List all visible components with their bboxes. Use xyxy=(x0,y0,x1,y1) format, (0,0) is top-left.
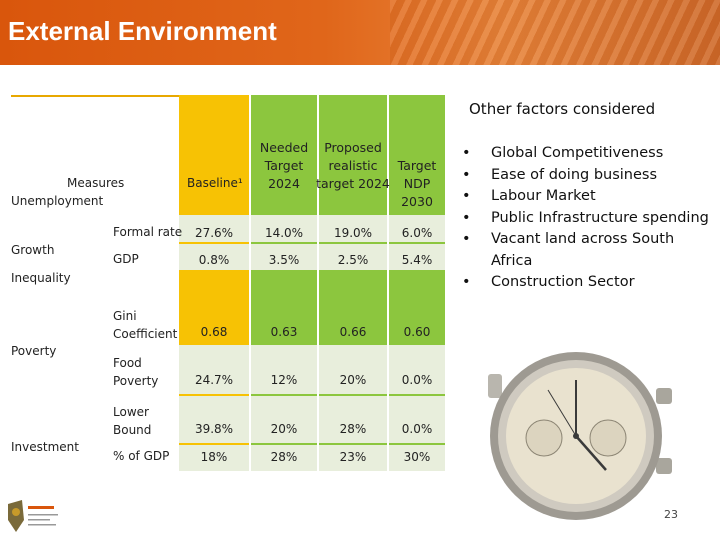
cell-gdp-needed: 3.5% xyxy=(268,253,300,267)
bullet-item: Construction Sector xyxy=(462,272,712,294)
header-proposed: Proposed realistic target 2024 xyxy=(315,139,391,193)
header-needed-line2: Target xyxy=(264,158,304,173)
cell-gdp-proposed: 2.5% xyxy=(337,253,369,267)
cell-gini-needed: 0.63 xyxy=(270,325,298,339)
col-sep-1 xyxy=(249,95,251,471)
header-banner: External Environment xyxy=(0,0,720,65)
cell-gini-target: 0.60 xyxy=(403,325,431,339)
cell-lower-baseline: 39.8% xyxy=(194,422,234,436)
header-needed-line3: 2024 xyxy=(268,176,300,191)
cell-gini-proposed: 0.66 xyxy=(339,325,367,339)
row-label-formal-rate: Formal rate xyxy=(113,225,183,239)
cell-food-baseline: 24.7% xyxy=(194,373,234,387)
coat-of-arms-emblem xyxy=(12,508,20,516)
watch-lug xyxy=(488,374,502,398)
cell-formal-baseline: 27.6% xyxy=(194,226,234,240)
cell-lower-needed: 20% xyxy=(270,422,298,436)
row-label-gini: Gini Coefficient xyxy=(113,307,177,343)
row-bg-gdp xyxy=(179,244,445,270)
col-sep-2 xyxy=(317,95,319,471)
header-proposed-line2: realistic xyxy=(328,158,378,173)
col-sep-3 xyxy=(387,95,389,471)
targets-table: Measures Baseline¹ Needed Target 2024 Pr… xyxy=(11,95,447,472)
cell-lower-target: 0.0% xyxy=(401,422,433,436)
page-title: External Environment xyxy=(8,16,277,46)
cell-formal-target: 6.0% xyxy=(401,226,433,240)
watch-center-pin xyxy=(573,433,579,439)
row-bg-formal xyxy=(179,215,445,242)
watch-pusher-top xyxy=(656,388,672,404)
header-needed: Needed Target 2024 xyxy=(251,139,317,193)
logo-wordmark-bar xyxy=(28,506,54,509)
cell-food-needed: 12% xyxy=(270,373,298,387)
bullet-item: Ease of doing business xyxy=(462,165,712,187)
measures-column-bg xyxy=(11,95,179,472)
row-label-lower-line2: Bound xyxy=(113,423,152,437)
row-label-lower-bound: Lower Bound xyxy=(113,403,151,439)
chronograph-watch-image xyxy=(488,352,672,520)
row-label-food-line2: Poverty xyxy=(113,374,159,388)
cell-formal-needed: 14.0% xyxy=(264,226,304,240)
cell-food-proposed: 20% xyxy=(339,373,367,387)
category-unemployment: Unemployment xyxy=(11,194,104,208)
row-label-gini-line1: Gini xyxy=(113,309,137,323)
cell-gini-baseline: 0.68 xyxy=(200,325,228,339)
cell-gdp-target: 5.4% xyxy=(401,253,433,267)
cell-invest-baseline: 18% xyxy=(200,450,228,464)
cell-invest-needed: 28% xyxy=(270,450,298,464)
cell-food-target: 0.0% xyxy=(401,373,433,387)
row-label-food-line1: Food xyxy=(113,356,142,370)
watch-subdial-right xyxy=(589,419,627,457)
watch-subdial-left xyxy=(525,419,563,457)
logo-text-line xyxy=(28,524,56,526)
government-logo xyxy=(8,500,58,532)
page-number: 23 xyxy=(664,508,678,521)
header-baseline: Baseline¹ xyxy=(187,176,243,190)
row-label-gini-line2: Coefficient xyxy=(113,327,178,341)
header-measures: Measures xyxy=(67,176,125,190)
category-poverty: Poverty xyxy=(11,344,57,358)
header-proposed-line3: target 2024 xyxy=(316,176,390,191)
cell-invest-proposed: 23% xyxy=(339,450,367,464)
logo-text-line xyxy=(28,514,58,516)
bullet-item: Global Competitiveness xyxy=(462,143,712,165)
bullet-item: Vacant land across South Africa xyxy=(462,229,712,272)
category-growth: Growth xyxy=(11,243,55,257)
logo-text-line xyxy=(28,519,50,521)
measures-top-rule xyxy=(11,95,179,97)
bullet-item: Public Infrastructure spending xyxy=(462,208,712,230)
watch-pusher-bottom xyxy=(656,458,672,474)
cell-formal-proposed: 19.0% xyxy=(333,226,373,240)
bullet-item: Labour Market xyxy=(462,186,712,208)
row-label-food-poverty: Food Poverty xyxy=(113,354,158,390)
cell-invest-target: 30% xyxy=(403,450,431,464)
row-label-lower-line1: Lower xyxy=(113,405,149,419)
cell-gdp-baseline: 0.8% xyxy=(198,253,230,267)
row-label-pct-gdp: % of GDP xyxy=(113,449,170,463)
row-bg-investment xyxy=(179,445,445,471)
header-target-line1: Target xyxy=(397,158,437,173)
other-factors-title: Other factors considered xyxy=(469,100,656,118)
header-target-line2: NDP 2030 xyxy=(401,176,433,209)
watch-hand-hour xyxy=(575,435,607,471)
cell-lower-proposed: 28% xyxy=(339,422,367,436)
row-label-gdp: GDP xyxy=(113,252,139,266)
row-bg-poverty-food xyxy=(179,345,445,394)
header-target: Target NDP 2030 xyxy=(387,157,447,211)
header-proposed-line1: Proposed xyxy=(324,140,382,155)
category-inequality: Inequality xyxy=(11,271,71,285)
category-investment: Investment xyxy=(11,440,79,454)
other-factors-list: Global Competitiveness Ease of doing bus… xyxy=(462,143,712,294)
header-needed-line1: Needed xyxy=(259,140,309,155)
watch-hand-second xyxy=(547,389,577,437)
row-bg-poverty-bound xyxy=(179,396,445,443)
header-texture xyxy=(390,0,720,65)
